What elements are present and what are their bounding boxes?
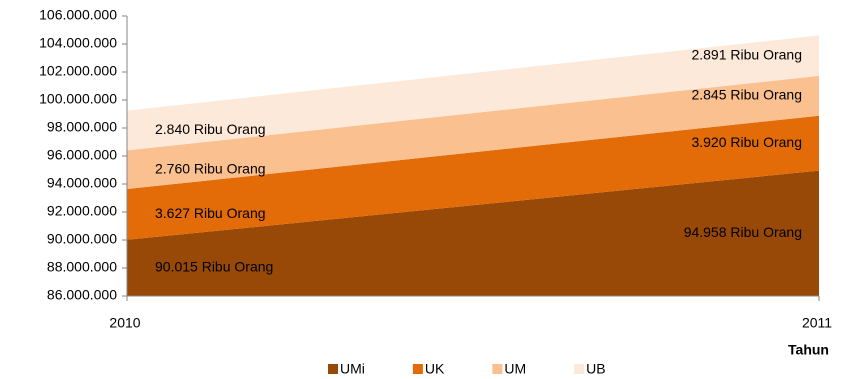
data-label: 2.845 Ribu Orang bbox=[691, 86, 802, 102]
y-tick-label: 94.000.000 bbox=[47, 175, 117, 191]
legend-label: UB bbox=[586, 361, 605, 377]
data-label: 2.840 Ribu Orang bbox=[155, 121, 266, 137]
y-tick-label: 102.000.000 bbox=[39, 63, 117, 79]
y-tick-label: 88.000.000 bbox=[47, 259, 117, 275]
legend-swatch bbox=[574, 364, 585, 374]
y-tick-label: 106.000.000 bbox=[39, 7, 117, 23]
data-label: 2.760 Ribu Orang bbox=[155, 160, 266, 176]
y-tick-label: 100.000.000 bbox=[39, 91, 117, 107]
area bbox=[127, 75, 819, 190]
data-label: 94.958 Ribu Orang bbox=[684, 224, 802, 240]
y-tick-label: 86.000.000 bbox=[47, 287, 117, 303]
data-label: 3.920 Ribu Orang bbox=[691, 134, 802, 150]
legend-swatch bbox=[412, 364, 423, 374]
x-tick-label: 2010 bbox=[109, 315, 140, 331]
legend-label: UMi bbox=[340, 361, 365, 377]
data-label: 2.891 Ribu Orang bbox=[691, 46, 802, 62]
data-label: 90.015 Ribu Orang bbox=[155, 259, 273, 275]
plot-area bbox=[127, 35, 819, 296]
y-tick-label: 104.000.000 bbox=[39, 35, 117, 51]
y-tick-label: 98.000.000 bbox=[47, 119, 117, 135]
data-label: 3.627 Ribu Orang bbox=[155, 205, 266, 221]
legend-swatch bbox=[492, 364, 503, 374]
legend-swatch bbox=[328, 364, 338, 374]
x-tick-label: 2011 bbox=[802, 315, 832, 331]
area bbox=[127, 35, 819, 151]
y-tick-label: 96.000.000 bbox=[47, 147, 117, 163]
y-tick-label: 92.000.000 bbox=[47, 203, 117, 219]
area bbox=[127, 115, 819, 240]
legend-label: UM bbox=[504, 361, 526, 377]
x-axis-label: Tahun bbox=[788, 342, 829, 358]
area bbox=[127, 170, 819, 296]
legend-label: UK bbox=[425, 361, 445, 377]
y-tick-label: 90.000.000 bbox=[47, 231, 117, 247]
